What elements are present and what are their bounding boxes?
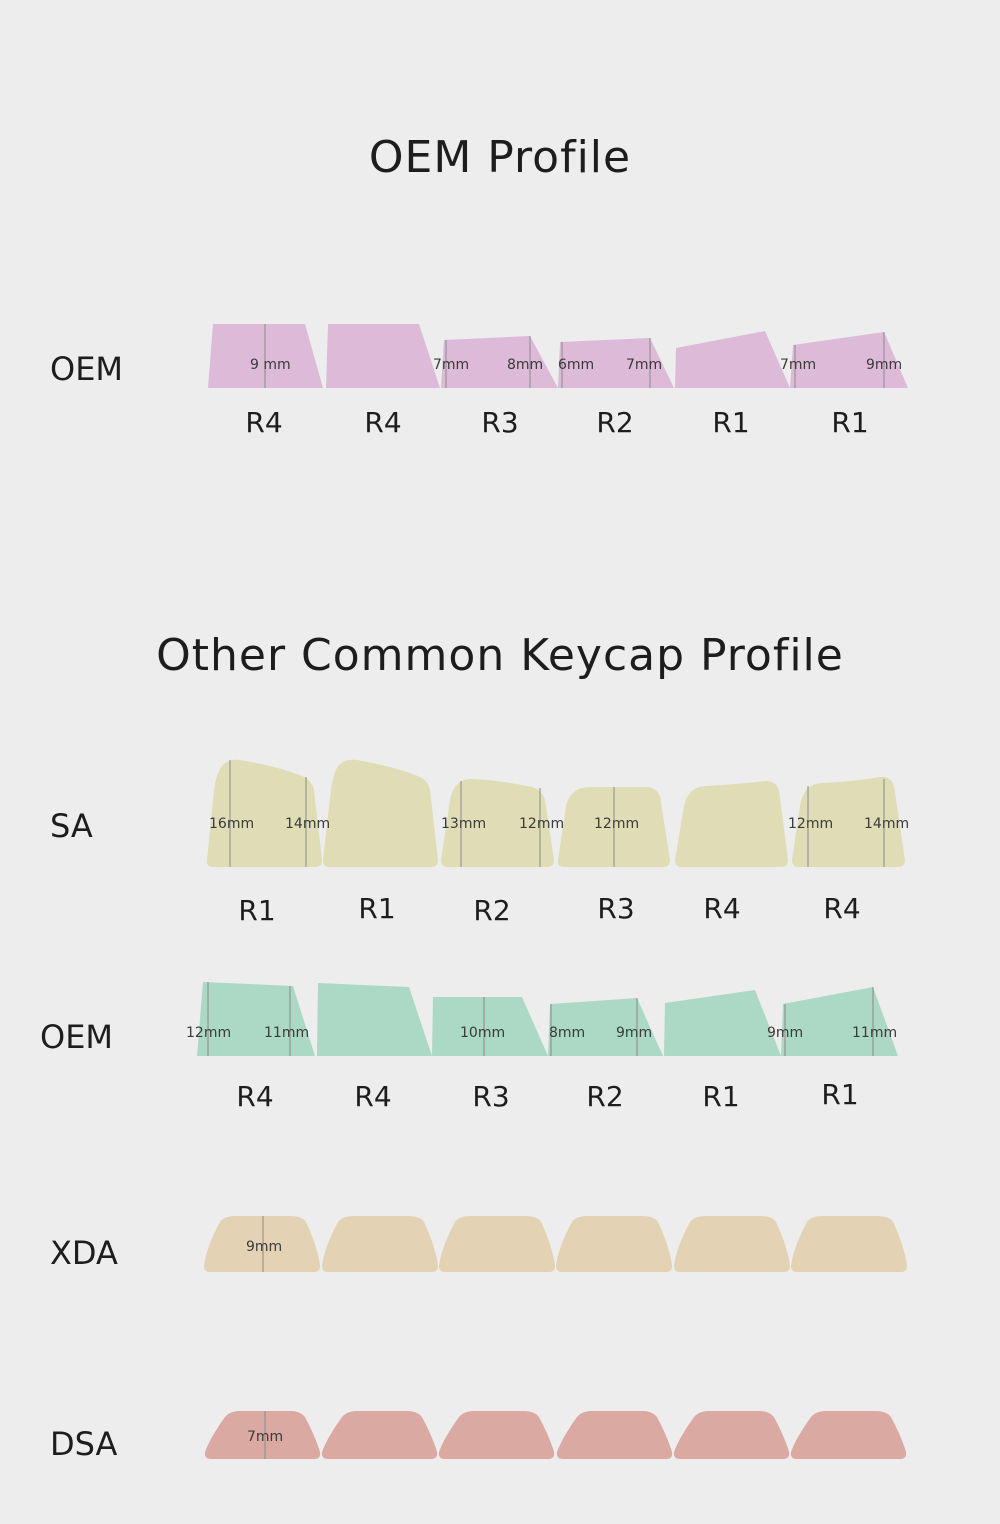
sa-row-labels: R1 R1 R2 R3 R4 R4 [238,892,860,927]
oem-dimension-lines [207,982,874,1056]
keycap [781,987,898,1056]
dim-label: 7mm [247,1429,283,1445]
dim-label: 12mm [788,816,833,832]
keycap [675,331,790,388]
row-label: R1 [238,894,275,927]
sa-keycaps: 16mm 14mm 13mm 12mm 12mm 12mm 14mm R1 R1… [206,759,909,927]
sa-keycap-shapes [206,759,905,867]
oem-profile-heading: OEM Profile [368,132,632,183]
row-label: R2 [473,894,510,927]
profile-label-oem-top: OEM [50,350,124,388]
dsa-keycap-shapes [204,1411,907,1459]
keycap [558,338,674,388]
keycap [548,998,663,1056]
oem-top-keycaps [208,324,908,388]
dim-label: 9mm [767,1025,803,1041]
oem-keycap-shapes [197,982,898,1056]
profile-label-xda: XDA [50,1234,118,1272]
oem-top-row-labels: R4 R4 R3 R2 R1 R1 [245,406,868,439]
keycap [664,990,781,1056]
row-label: R1 [821,1078,858,1111]
row-label: R3 [481,406,518,439]
keycap [321,1411,438,1459]
oem-profile-keycaps: 9 mm 7mm 8mm 6mm 7mm 7mm 9mm R4 R4 R3 R2… [208,324,908,439]
dim-label: 14mm [864,816,909,832]
dim-label: 11mm [852,1025,897,1041]
row-label: R1 [702,1080,739,1113]
dim-label: 7mm [780,357,816,373]
dim-label: 7mm [433,357,469,373]
keycap [206,759,322,867]
keycap [323,759,438,867]
keycap [441,778,554,867]
dim-label: 6mm [558,357,594,373]
dim-label: 9mm [616,1025,652,1041]
row-label: R1 [358,892,395,925]
sa-dimension-lines [229,760,885,867]
dim-label: 13mm [441,816,486,832]
keycap [204,1411,321,1459]
keycap [790,1411,907,1459]
dim-label: 11mm [264,1025,309,1041]
row-label: R4 [823,892,860,925]
row-label: R4 [245,406,282,439]
keycap [326,324,440,388]
dim-label: 7mm [626,357,662,373]
row-label: R1 [712,406,749,439]
keycap [439,1216,555,1272]
keycap [556,1411,673,1459]
keycap [673,1411,790,1459]
profile-label-oem: OEM [40,1018,114,1056]
keycap [790,332,908,388]
dim-label: 8mm [549,1025,585,1041]
profile-label-dsa: DSA [50,1425,118,1463]
dsa-keycaps: 7mm [204,1411,907,1459]
dim-label: 9mm [866,357,902,373]
oem-row-labels: R4 R4 R3 R2 R1 R1 [236,1078,858,1113]
keycap [322,1216,438,1272]
row-label: R4 [236,1080,273,1113]
dim-label: 16mm [209,816,254,832]
xda-keycaps: 9mm [204,1216,907,1272]
keycap [317,983,432,1056]
dim-label: 12mm [519,816,564,832]
profile-label-sa: SA [50,807,93,845]
dim-label: 14mm [285,816,330,832]
keycap [556,1216,672,1272]
other-profiles-heading: Other Common Keycap Profile [156,630,844,681]
dim-label: 12mm [594,816,639,832]
keycap [432,997,548,1056]
keycap [204,1216,320,1272]
dim-label: 10mm [460,1025,505,1041]
keycap [792,776,905,867]
row-label: R2 [596,406,633,439]
row-label: R1 [831,406,868,439]
keycap [791,1216,907,1272]
row-label: R3 [472,1080,509,1113]
oem-dimension-labels: 12mm 11mm 10mm 8mm 9mm 9mm 11mm [186,1025,897,1041]
keycap [438,1411,555,1459]
dim-label: 9 mm [250,357,291,373]
oem-top-dimension-labels: 9 mm 7mm 8mm 6mm 7mm 7mm 9mm [250,357,902,373]
oem-keycaps: 12mm 11mm 10mm 8mm 9mm 9mm 11mm R4 R4 R3… [186,982,898,1113]
dim-label: 12mm [186,1025,231,1041]
keycap [441,336,558,388]
row-label: R4 [364,406,401,439]
row-label: R4 [354,1080,391,1113]
row-label: R4 [703,892,740,925]
keycap [675,781,788,867]
row-label: R3 [597,892,634,925]
oem-top-dimension-lines [264,324,885,388]
sa-dimension-labels: 16mm 14mm 13mm 12mm 12mm 12mm 14mm [209,816,909,832]
dim-label: 8mm [507,357,543,373]
keycap [674,1216,790,1272]
dim-label: 9mm [246,1239,282,1255]
xda-keycap-shapes [204,1216,907,1272]
row-label: R2 [586,1080,623,1113]
keycap [197,982,315,1056]
